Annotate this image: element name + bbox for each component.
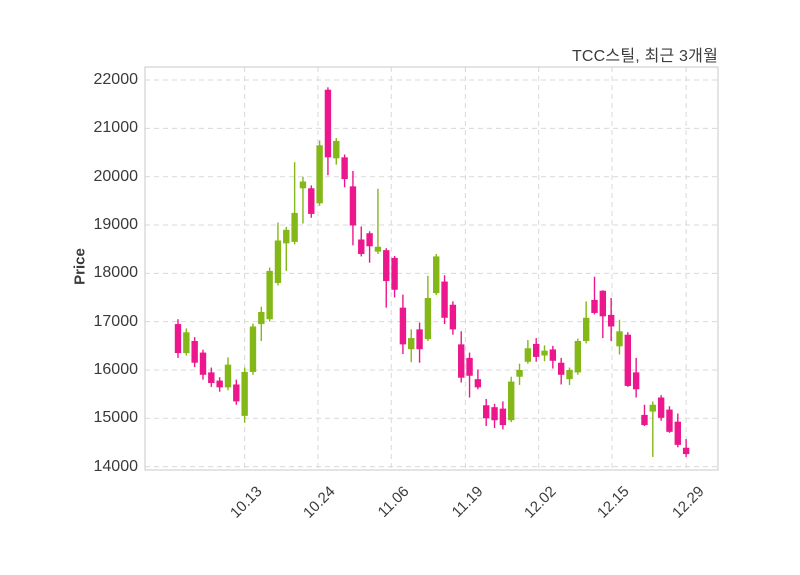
candle-body	[341, 157, 348, 180]
candle-body	[224, 364, 232, 388]
candle-body	[358, 239, 365, 255]
candle-body	[466, 357, 473, 376]
candle-body	[441, 281, 448, 318]
candle-body	[233, 384, 240, 402]
candle-body	[641, 414, 648, 426]
candle-body	[324, 89, 332, 158]
y-tick-label: 15000	[93, 409, 139, 427]
candle-body	[474, 379, 482, 388]
candle-body	[483, 405, 490, 419]
candle-body	[366, 233, 373, 247]
candle-body	[208, 372, 215, 384]
candle-body	[258, 311, 265, 325]
candle-body	[524, 348, 532, 362]
candle-body	[666, 409, 673, 432]
y-tick-label: 16000	[93, 360, 139, 378]
candle-body	[632, 372, 640, 390]
candle-body	[399, 307, 407, 345]
candle-body	[308, 188, 315, 214]
y-tick-label: 18000	[93, 264, 139, 282]
candle-body	[408, 338, 415, 350]
candle-body	[424, 297, 432, 340]
candle-body	[274, 240, 282, 283]
plot-border	[144, 66, 719, 471]
candle-body	[591, 299, 598, 313]
y-tick-label: 17000	[93, 312, 139, 330]
candle-body	[516, 369, 523, 377]
candle-body	[199, 352, 207, 375]
candle-body	[299, 181, 307, 189]
candle-body	[391, 257, 398, 290]
candle-body	[582, 317, 590, 341]
candle-body	[624, 334, 632, 386]
y-tick-label: 20000	[93, 167, 139, 185]
candle-body	[249, 326, 257, 372]
candle-body	[508, 381, 515, 421]
candle-body	[174, 324, 182, 354]
candle-body	[458, 344, 465, 378]
candle-body	[574, 340, 582, 373]
candle-body	[183, 332, 190, 354]
candle-body	[674, 421, 681, 445]
candle-body	[316, 145, 323, 204]
y-tick-label: 21000	[93, 119, 139, 137]
candle-body	[499, 408, 507, 426]
candle-body	[433, 256, 440, 294]
candle-body	[599, 290, 607, 317]
candle-body	[383, 250, 390, 282]
candle-body	[682, 447, 690, 455]
candle-body	[374, 246, 382, 252]
candle-body	[216, 380, 223, 388]
candle-body	[491, 407, 498, 421]
candle-body	[333, 140, 340, 159]
candle-body	[266, 270, 273, 320]
candle-body	[541, 350, 548, 356]
y-tick-label: 22000	[93, 71, 139, 89]
candle-body	[557, 362, 565, 375]
y-tick-label: 14000	[93, 457, 139, 475]
candle-body	[416, 329, 423, 350]
candle-body	[549, 349, 557, 361]
candle-body	[657, 397, 665, 418]
chart-title: TCC스틸, 최근 3개월	[571, 48, 718, 65]
y-tick-label: 19000	[93, 216, 139, 233]
candle-body	[607, 314, 615, 327]
candle-body	[283, 229, 290, 244]
candle-body	[449, 304, 457, 330]
candle-body	[241, 371, 248, 416]
candle-body	[649, 404, 657, 412]
candle-body	[532, 343, 540, 357]
candle-body	[291, 212, 298, 242]
candle-body	[616, 331, 623, 347]
candle-body	[349, 186, 357, 226]
candle-body	[191, 340, 198, 363]
candle-body	[566, 369, 573, 380]
